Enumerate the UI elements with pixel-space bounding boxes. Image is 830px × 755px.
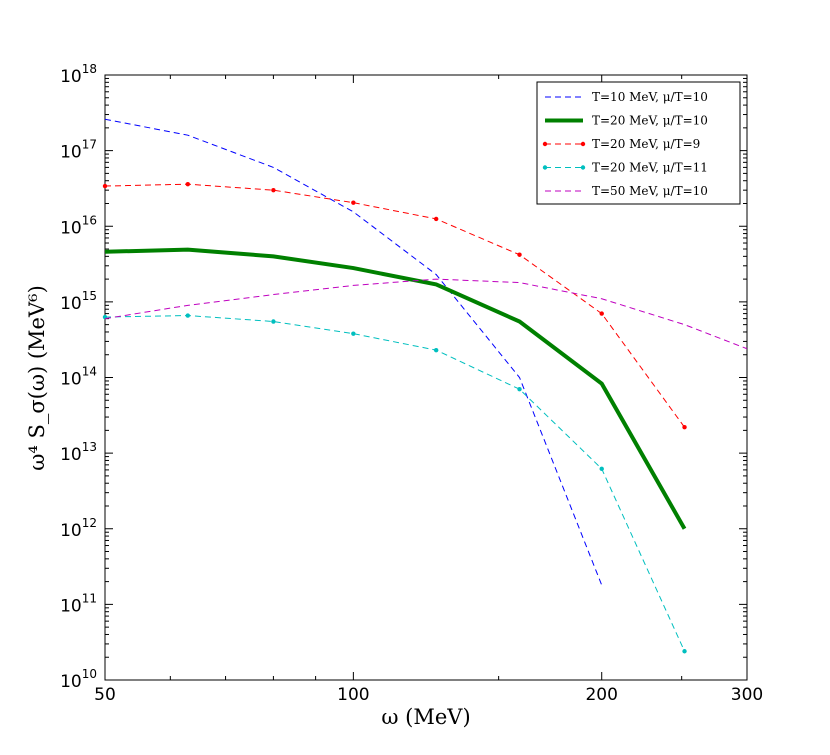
- x-tick-label: 300: [731, 685, 763, 705]
- y-axis-label: ω⁴ S_σ(ω) (MeV⁶): [25, 285, 49, 471]
- x-axis-label: ω (MeV): [381, 705, 470, 729]
- y-tick-label: 1012: [60, 516, 97, 541]
- legend-marker: [580, 165, 586, 170]
- series-4-point: [517, 387, 522, 392]
- y-tick-label: 1018: [60, 62, 97, 87]
- y-tick-label: 1016: [60, 213, 97, 238]
- y-tick-label: 1010: [60, 667, 97, 692]
- axis-ticks: [104, 74, 748, 681]
- legend-label-3: T=20 MeV, μ/T=9: [592, 137, 700, 151]
- x-tick-labels: 50 100 200 300: [94, 685, 763, 705]
- series-4-point: [185, 313, 191, 318]
- series-3-point: [599, 311, 604, 316]
- series-3-point: [351, 200, 356, 205]
- series-line-5: [104, 278, 748, 350]
- series-line-4: [104, 315, 685, 652]
- legend: T=10 MeV, μ/T=10 T=20 MeV, μ/T=10 T=20 MeV…: [536, 81, 741, 205]
- y-tick-labels: 1010 1011 1012 1013 1014 1015 1016 1017 1018: [60, 62, 97, 692]
- series-line-1: [104, 118, 603, 586]
- series-4-point: [351, 331, 356, 336]
- series-4-point: [433, 347, 439, 353]
- series-3-point: [433, 216, 439, 222]
- series-3-point: [682, 425, 687, 430]
- series-line-2: [104, 247, 687, 530]
- legend-marker: [542, 165, 548, 170]
- y-tick-label: 1014: [60, 365, 97, 390]
- legend-label-2: T=20 MeV, μ/T=10: [592, 114, 708, 128]
- legend-label-1: T=10 MeV, μ/T=10: [592, 90, 708, 104]
- y-tick-label: 1011: [60, 591, 97, 616]
- x-tick-label: 200: [585, 685, 617, 705]
- y-tick-label: 1015: [60, 289, 97, 314]
- legend-box: [536, 81, 741, 205]
- series-3-point: [185, 181, 191, 187]
- x-tick-label: 100: [337, 685, 369, 705]
- legend-label-5: T=50 MeV, μ/T=10: [592, 184, 708, 198]
- series-4-point: [682, 649, 687, 654]
- y-tick-label: 1017: [60, 138, 97, 163]
- series-3-point: [517, 252, 522, 257]
- legend-label-4: T=20 MeV, μ/T=11: [592, 161, 708, 175]
- legend-marker: [580, 141, 586, 147]
- series-layer: [102, 118, 748, 654]
- series-4-point: [271, 319, 276, 324]
- legend-marker: [542, 141, 548, 147]
- series-3-point: [271, 187, 276, 193]
- series-4-point: [599, 466, 604, 472]
- x-tick-label: 50: [94, 685, 116, 705]
- series-3-point: [102, 183, 108, 189]
- series-line-3: [104, 183, 685, 428]
- y-tick-label: 1013: [60, 440, 97, 465]
